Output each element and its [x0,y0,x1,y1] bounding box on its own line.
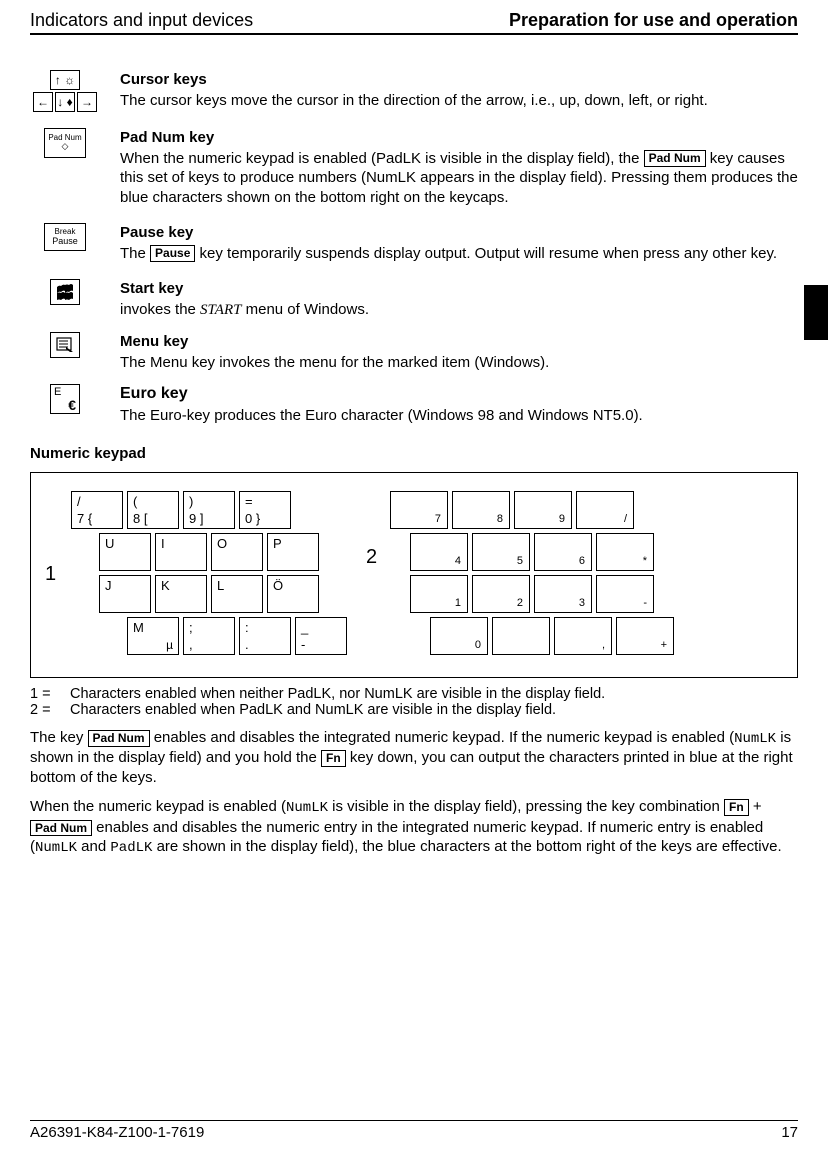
keypad-key: L [211,575,263,613]
keypad-key: * [596,533,654,571]
menu-title: Menu key [120,332,798,352]
keypad-key: 3 [534,575,592,613]
header-left: Indicators and input devices [30,10,253,31]
pause-key-icon: Break Pause [30,223,100,263]
pause-title: Pause key [120,223,798,243]
keypad-key [492,617,550,655]
entry-euro: E € Euro key The Euro-key produces the E… [30,384,798,425]
keypad-key: 6 [534,533,592,571]
keypad-key: 8 [452,491,510,529]
inline-key-pause: Pause [150,245,195,261]
entry-pause: Break Pause Pause key The Pause key temp… [30,223,798,263]
inline-key-padnum3: Pad Num [30,820,92,836]
entry-menu: Menu key The Menu key invokes the menu f… [30,332,798,372]
euro-body: The Euro-key produces the Euro character… [120,406,798,426]
keypad-key: + [616,617,674,655]
keypad-group-2: 2 789/ 456* 123- 0,+ [372,491,674,655]
keypad-key: =0 } [239,491,291,529]
euro-title: Euro key [120,384,798,405]
keypad-key: ;, [183,617,235,655]
keypad-key: 9 [514,491,572,529]
keypad-diagram: 1 /7 {(8 [)9 ]=0 } UIOP JKLÖ Mµ;,:._- 2 … [30,472,798,678]
group-label-2: 2 [366,546,377,569]
inline-key-fn2: Fn [724,799,749,815]
keypad-key: 1 [410,575,468,613]
cursor-title: Cursor keys [120,70,798,90]
keypad-key: 7 [390,491,448,529]
pause-body: The Pause key temporarily suspends displ… [120,244,798,264]
keypad-key: :. [239,617,291,655]
keypad-key: I [155,533,207,571]
entry-start: Start key invokes the START menu of Wind… [30,279,798,320]
paragraph-1: The key Pad Num enables and disables the… [30,728,798,787]
keypad-key: 4 [410,533,468,571]
keypad-key: / [576,491,634,529]
keypad-key: P [267,533,319,571]
keypad-group-1: 1 /7 {(8 [)9 ]=0 } UIOP JKLÖ Mµ;,:._- [45,491,347,655]
start-body: invokes the START menu of Windows. [120,300,798,321]
keypad-key: (8 [ [127,491,179,529]
start-key-icon [30,279,100,320]
keypad-key: /7 { [71,491,123,529]
paragraph-2: When the numeric keypad is enabled (NumL… [30,797,798,857]
start-title: Start key [120,279,798,299]
padnum-body: When the numeric keypad is enabled (PadL… [120,149,798,208]
entry-cursor: ↑ ☼ ← ↓ ♦ → Cursor keys The cursor keys … [30,70,798,112]
pause-icon-bottom: Pause [52,236,78,247]
cursor-body: The cursor keys move the cursor in the d… [120,91,798,111]
keypad-key: J [99,575,151,613]
group-label-1: 1 [45,563,56,586]
header: Indicators and input devices Preparation… [30,10,798,35]
padnum-title: Pad Num key [120,128,798,148]
keypad-key: - [596,575,654,613]
inline-key-padnum2: Pad Num [88,730,150,746]
legend: 1 =Characters enabled when neither PadLK… [30,686,798,718]
keypad-key: _- [295,617,347,655]
footer: A26391-K84-Z100-1-7619 17 [30,1120,798,1141]
inline-key-fn: Fn [321,750,346,766]
padnum-key-icon: Pad Num ◇ [30,128,100,207]
inline-key-padnum: Pad Num [644,150,706,166]
keypad-key: 2 [472,575,530,613]
side-tab [804,285,828,340]
euro-key-icon: E € [30,384,100,425]
keypad-key: Mµ [127,617,179,655]
numeric-heading: Numeric keypad [30,445,798,462]
keypad-key: 0 [430,617,488,655]
footer-right: 17 [781,1124,798,1141]
keypad-key: )9 ] [183,491,235,529]
keypad-key: K [155,575,207,613]
keypad-key: Ö [267,575,319,613]
pause-icon-top: Break [55,227,76,237]
keypad-key: U [99,533,151,571]
cursor-keys-icon: ↑ ☼ ← ↓ ♦ → [30,70,100,112]
menu-body: The Menu key invokes the menu for the ma… [120,353,798,373]
keypad-key: O [211,533,263,571]
entry-padnum: Pad Num ◇ Pad Num key When the numeric k… [30,128,798,207]
menu-key-icon [30,332,100,372]
keypad-key: , [554,617,612,655]
footer-left: A26391-K84-Z100-1-7619 [30,1124,204,1141]
header-right: Preparation for use and operation [509,10,798,31]
keypad-key: 5 [472,533,530,571]
